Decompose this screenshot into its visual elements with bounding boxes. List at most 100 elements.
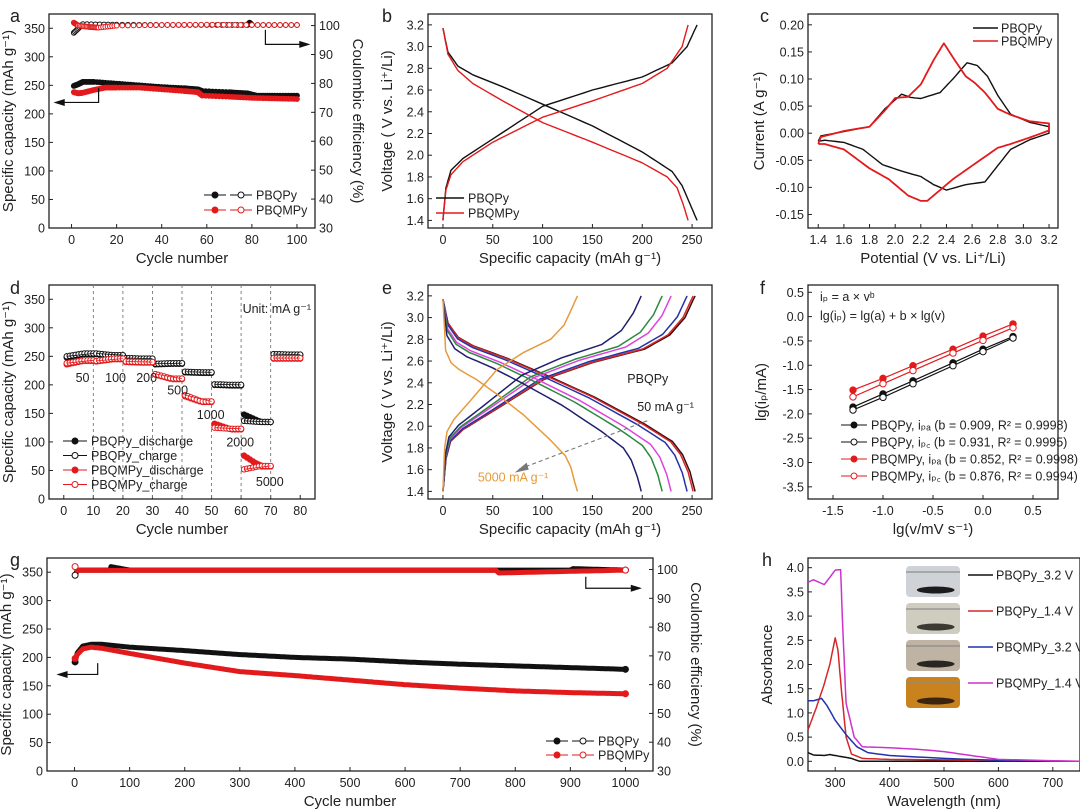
y-tick-label: 3.0 bbox=[407, 311, 424, 325]
x-tick-label: 40 bbox=[155, 233, 169, 247]
x-tick-label: 0 bbox=[439, 233, 446, 247]
efficiency-band bbox=[72, 564, 626, 576]
panel-b: 0 50 100 150 200 250 1.4 1.6 1.8 2.0 2.2 2.4 2.6 2.8 3… bbox=[379, 6, 713, 267]
efficiency-axis-arrow bbox=[264, 29, 306, 45]
efficiency-point bbox=[136, 22, 143, 29]
rate-line bbox=[66, 353, 94, 357]
y-tick-label: 0 bbox=[36, 765, 43, 779]
y-tick-label: 1.6 bbox=[407, 463, 424, 477]
rate-line bbox=[155, 373, 183, 379]
arrow-head bbox=[299, 40, 311, 48]
peak-current-point bbox=[879, 393, 887, 402]
panel-e: 0 50 100 150 200 250 1.4 1.6 1.8 2.0 2.2 2.4 2.6 2.8 3… bbox=[379, 278, 713, 538]
y2-tick-label: 80 bbox=[319, 77, 333, 91]
peak-current-point bbox=[1009, 324, 1017, 332]
legend-label: PBQMPy bbox=[468, 207, 520, 221]
y-tick-label: 0.20 bbox=[780, 18, 804, 32]
rate-trend-arrow bbox=[517, 420, 648, 471]
efficiency-point bbox=[153, 22, 159, 28]
efficiency-point bbox=[158, 22, 165, 28]
y-axis-label: Absorbance bbox=[759, 624, 776, 704]
efficiency-point bbox=[113, 22, 120, 29]
vial-sediment bbox=[916, 697, 955, 705]
rate-line bbox=[184, 394, 212, 402]
y-tick-label: 0.0 bbox=[787, 755, 804, 769]
y-axis-label: Specific capacity (mAh g⁻¹) bbox=[0, 573, 15, 755]
y-tick-label: 250 bbox=[22, 623, 43, 637]
peak-current-point bbox=[849, 386, 857, 394]
y-tick-label: 1.6 bbox=[407, 192, 424, 206]
efficiency-point bbox=[220, 21, 227, 28]
y2-tick-label: 50 bbox=[319, 164, 333, 178]
y2-tick-label: 30 bbox=[657, 765, 671, 779]
y2-tick-label: 70 bbox=[657, 649, 671, 663]
legend-marker-filled bbox=[553, 751, 561, 759]
legend-marker-filled bbox=[211, 191, 219, 199]
efficiency-point bbox=[119, 22, 126, 29]
y2-tick-label: 40 bbox=[657, 736, 671, 750]
legend-label: PBQMPy bbox=[256, 204, 308, 218]
absorbance-curve bbox=[807, 637, 1080, 763]
panel-label: h bbox=[762, 550, 772, 570]
efficiency-point bbox=[237, 22, 244, 28]
x-tick-label: 80 bbox=[293, 504, 307, 518]
end-point bbox=[621, 665, 629, 673]
charge-curve bbox=[442, 295, 579, 492]
x-tick-label: 2.6 bbox=[963, 233, 980, 247]
efficiency-point bbox=[294, 22, 300, 28]
y-axis-label: lg(iₚ/mA) bbox=[753, 363, 770, 421]
plot-frame bbox=[427, 13, 713, 229]
panel-f: -1.5 -1.0 -0.5 0.0 0.5 -3.5 -3.0 -2.5 -2.0 -1.5 -1… bbox=[753, 278, 1078, 538]
y2-tick-label: 100 bbox=[319, 19, 340, 33]
legend-label: PBQMPy_1.4 V bbox=[996, 677, 1080, 691]
x-tick-label: 150 bbox=[582, 233, 603, 247]
start-point bbox=[71, 563, 79, 571]
discharge-curve bbox=[442, 298, 694, 492]
efficiency-point bbox=[215, 21, 221, 28]
panel-label: g bbox=[10, 550, 20, 570]
efficiency-point bbox=[124, 22, 131, 29]
x-tick-label: 60 bbox=[234, 504, 248, 518]
y-tick-label: 0.15 bbox=[780, 45, 804, 59]
y-tick-label: 3.2 bbox=[407, 18, 424, 32]
efficiency-point bbox=[198, 21, 205, 28]
panel-g: 0 100 200 300 400 500 600 700 800 900 1000 0 50 100 15… bbox=[0, 550, 704, 809]
x-tick-label: 400 bbox=[879, 776, 900, 790]
x-tick-label: 500 bbox=[340, 776, 361, 790]
rate-line bbox=[184, 371, 212, 373]
arrow-head bbox=[56, 670, 68, 678]
vial-sediment bbox=[916, 623, 955, 631]
rate-line bbox=[273, 353, 301, 356]
x-axis-label: Cycle number bbox=[304, 793, 397, 809]
vial-photo bbox=[906, 566, 960, 597]
legend-label: PBQMPy, iₚ꜀ (b = 0.876, R² = 0.9994) bbox=[871, 470, 1078, 484]
x-tick-label: 1000 bbox=[612, 776, 640, 790]
y-tick-label: 0.05 bbox=[780, 100, 804, 114]
legend: PBQPy, iₚₐ (b = 0.909, R² = 0.9998) PBQPy… bbox=[841, 419, 1078, 484]
efficiency-point bbox=[277, 22, 283, 28]
y2-axis-label: Coulombic efficiency (%) bbox=[687, 582, 704, 747]
x-tick-label: 0.5 bbox=[1024, 504, 1041, 518]
y-tick-label: 3.0 bbox=[407, 40, 424, 54]
y-tick-label: -1.0 bbox=[782, 359, 804, 373]
x-tick-label: 10 bbox=[86, 504, 100, 518]
absorbance-curve bbox=[807, 751, 1080, 763]
legend-marker-filled bbox=[211, 206, 219, 214]
unit-label: Unit: mA g⁻¹ bbox=[243, 302, 311, 316]
charge-curve bbox=[442, 295, 663, 492]
x-tick-label: 2.0 bbox=[886, 233, 903, 247]
x-tick-label: -0.5 bbox=[922, 504, 944, 518]
y2-axis-label: Coulombic efficiency (%) bbox=[349, 39, 366, 204]
x-tick-label: -1.5 bbox=[822, 504, 844, 518]
efficiency-point bbox=[181, 21, 188, 28]
y-tick-label: 100 bbox=[24, 435, 45, 449]
panel-label: f bbox=[760, 278, 766, 298]
rate-label: 1000 bbox=[197, 408, 225, 422]
voltage-curve-charge bbox=[442, 24, 698, 221]
y-tick-label: 0.0 bbox=[787, 310, 804, 324]
x-tick-label: 0 bbox=[439, 504, 446, 518]
rate-annotation: 5000 mA g⁻¹ bbox=[478, 471, 549, 485]
peak-current-point bbox=[949, 362, 957, 370]
efficiency-point bbox=[186, 21, 193, 28]
